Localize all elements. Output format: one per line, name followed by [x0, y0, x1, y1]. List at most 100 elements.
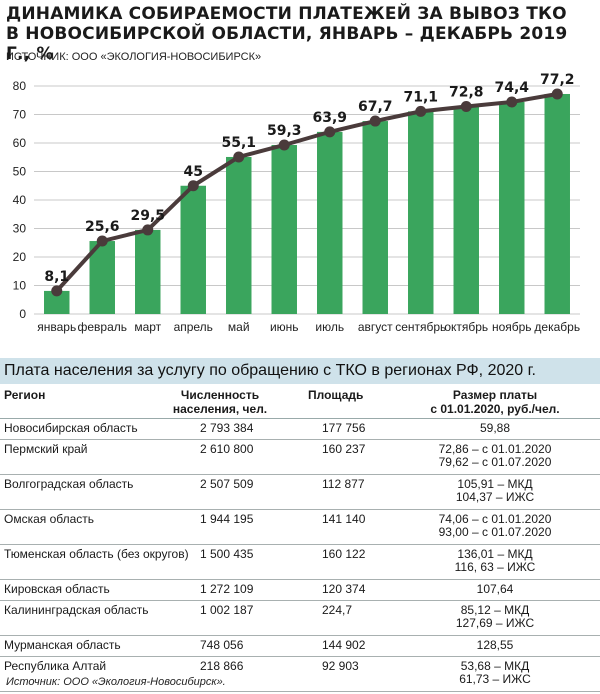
cell-population: 2 610 800	[200, 442, 254, 456]
cell-fee: 74,06 – с 01.01.2020 93,00 – с 01.07.2020	[420, 513, 570, 539]
x-tick-label: декабрь	[534, 320, 580, 334]
cell-fee-line: 136,01 – МКД	[457, 547, 533, 561]
bar	[453, 106, 479, 314]
x-tick-label: август	[358, 320, 393, 334]
data-label: 45	[184, 164, 203, 180]
table-row: Калининградская область 1 002 187 224,7 85,…	[0, 601, 600, 636]
bar	[317, 131, 343, 314]
header-population: Численность населения, чел.	[160, 388, 280, 416]
x-tick-label: сентябрь	[395, 320, 446, 334]
table-header: Регион Численность населения, чел. Площа…	[0, 384, 600, 419]
cell-area: 141 140	[322, 512, 366, 526]
table-row: Волгоградская область 2 507 509 112 877 105…	[0, 475, 600, 510]
x-tick-label: январь	[37, 320, 76, 334]
cell-fee-line: 59,88	[479, 421, 511, 435]
table-title: Плата населения за услугу по обращению с…	[0, 358, 600, 384]
cell-fee-line: 53,68 – МКД	[460, 659, 530, 673]
cell-fee: 72,86 – с 01.01.2020 79,62 – с 01.07.2020	[420, 443, 570, 469]
table-row: Омская область 1 944 195 141 140 74,06 – с …	[0, 510, 600, 545]
chart-title: ДИНАМИКА СОБИРАЕМОСТИ ПЛАТЕЖЕЙ ЗА ВЫВОЗ …	[6, 4, 594, 64]
x-tick-label: октябрь	[444, 320, 488, 334]
x-tick-label: июль	[315, 320, 344, 334]
chart-title-line2: В НОВОСИБИРСКОЙ ОБЛАСТИ, ЯНВАРЬ – ДЕКАБР…	[6, 24, 568, 64]
cell-region: Калининградская область	[4, 603, 149, 617]
cell-fee: 105,91 – МКД 104,37 – ИЖС	[420, 478, 570, 504]
bar	[499, 101, 525, 315]
cell-fee: 136,01 – МКД 116, 63 – ИЖС	[420, 548, 570, 574]
table-row: Кировская область 1 272 109 120 374 107,64	[0, 580, 600, 601]
y-tick-label: 60	[13, 136, 27, 150]
data-label: 59,3	[267, 123, 302, 139]
y-tick-label: 0	[19, 307, 26, 321]
cell-population: 2 507 509	[200, 477, 254, 491]
cell-area: 160 122	[322, 547, 366, 561]
cell-fee: 128,55	[420, 639, 570, 652]
cell-fee-line: 128,55	[476, 638, 514, 652]
data-point	[369, 115, 381, 127]
cell-area: 112 877	[322, 477, 365, 491]
source-note-top: ИСТОЧНИК: ООО «ЭКОЛОГИЯ-НОВОСИБИРСК»	[6, 51, 262, 63]
table-row: Тюменская область (без округов) 1 500 435…	[0, 545, 600, 580]
data-label: 63,9	[312, 110, 347, 126]
table-row: Новосибирская область 2 793 384 177 756 59,…	[0, 419, 600, 440]
x-tick-label: март	[134, 320, 161, 334]
cell-population: 1 944 195	[200, 512, 254, 526]
cell-fee-line: 107,64	[476, 582, 514, 596]
data-label: 77,2	[540, 72, 575, 88]
bar	[135, 229, 161, 314]
data-point	[324, 126, 336, 138]
data-point	[278, 139, 290, 151]
cell-fee-line: 104,37 – ИЖС	[455, 490, 535, 504]
bar	[362, 121, 388, 315]
data-label: 72,8	[449, 85, 484, 101]
y-tick-label: 20	[13, 250, 27, 264]
y-tick-label: 80	[13, 79, 27, 93]
data-point	[142, 224, 154, 236]
cell-fee: 107,64	[420, 583, 570, 596]
table-row: Республика Алтай 218 866 92 903 53,68 – МКД…	[0, 657, 600, 692]
bar	[226, 156, 252, 314]
data-point	[233, 151, 245, 163]
bar	[544, 93, 570, 314]
data-label: 25,6	[85, 219, 120, 235]
y-tick-label: 70	[13, 108, 27, 122]
cell-fee-line: 61,73 – ИЖС	[459, 672, 531, 686]
data-point	[506, 96, 518, 108]
data-point	[551, 88, 563, 100]
cell-fee: 85,12 – МКД 127,69 – ИЖС	[420, 604, 570, 630]
cell-region: Новосибирская область	[4, 421, 138, 435]
x-tick-label: июнь	[270, 320, 299, 334]
cell-region: Кировская область	[4, 582, 110, 596]
cell-area: 177 756	[322, 421, 366, 435]
cell-region: Республика Алтай	[4, 659, 107, 673]
cell-area: 224,7	[322, 603, 353, 617]
header-fee: Размер платы с 01.01.2020, руб./чел.	[405, 388, 585, 416]
cell-fee-line: 72,86 – с 01.01.2020	[438, 442, 552, 456]
cell-area: 144 902	[322, 638, 366, 652]
bar	[44, 290, 70, 314]
cell-fee-line: 116, 63 – ИЖС	[454, 560, 536, 574]
bar	[408, 111, 434, 314]
cell-area: 160 237	[322, 442, 366, 456]
y-tick-label: 10	[13, 279, 27, 293]
cell-region: Волгоградская область	[4, 477, 134, 491]
data-label: 67,7	[358, 99, 393, 115]
bar	[271, 144, 297, 314]
data-point	[51, 285, 63, 297]
cell-region: Тюменская область (без округов)	[4, 547, 189, 561]
series-line	[55, 92, 558, 293]
cell-population: 218 866	[200, 659, 244, 673]
cell-fee: 59,88	[420, 422, 570, 435]
cell-population: 1 500 435	[200, 547, 254, 561]
cell-fee-line: 85,12 – МКД	[460, 603, 530, 617]
source-note-bottom: Источник: ООО «Экология-Новосибирск».	[6, 676, 226, 688]
y-tick-label: 30	[13, 222, 27, 236]
cell-region: Мурманская область	[4, 638, 121, 652]
x-tick-label: апрель	[174, 320, 213, 334]
data-point	[415, 105, 427, 117]
header-area: Площадь	[308, 388, 364, 402]
cell-fee-line: 127,69 – ИЖС	[455, 616, 535, 630]
data-label: 55,1	[221, 135, 256, 151]
cell-population: 1 272 109	[200, 582, 254, 596]
header-population-line2: населения, чел.	[172, 402, 268, 416]
